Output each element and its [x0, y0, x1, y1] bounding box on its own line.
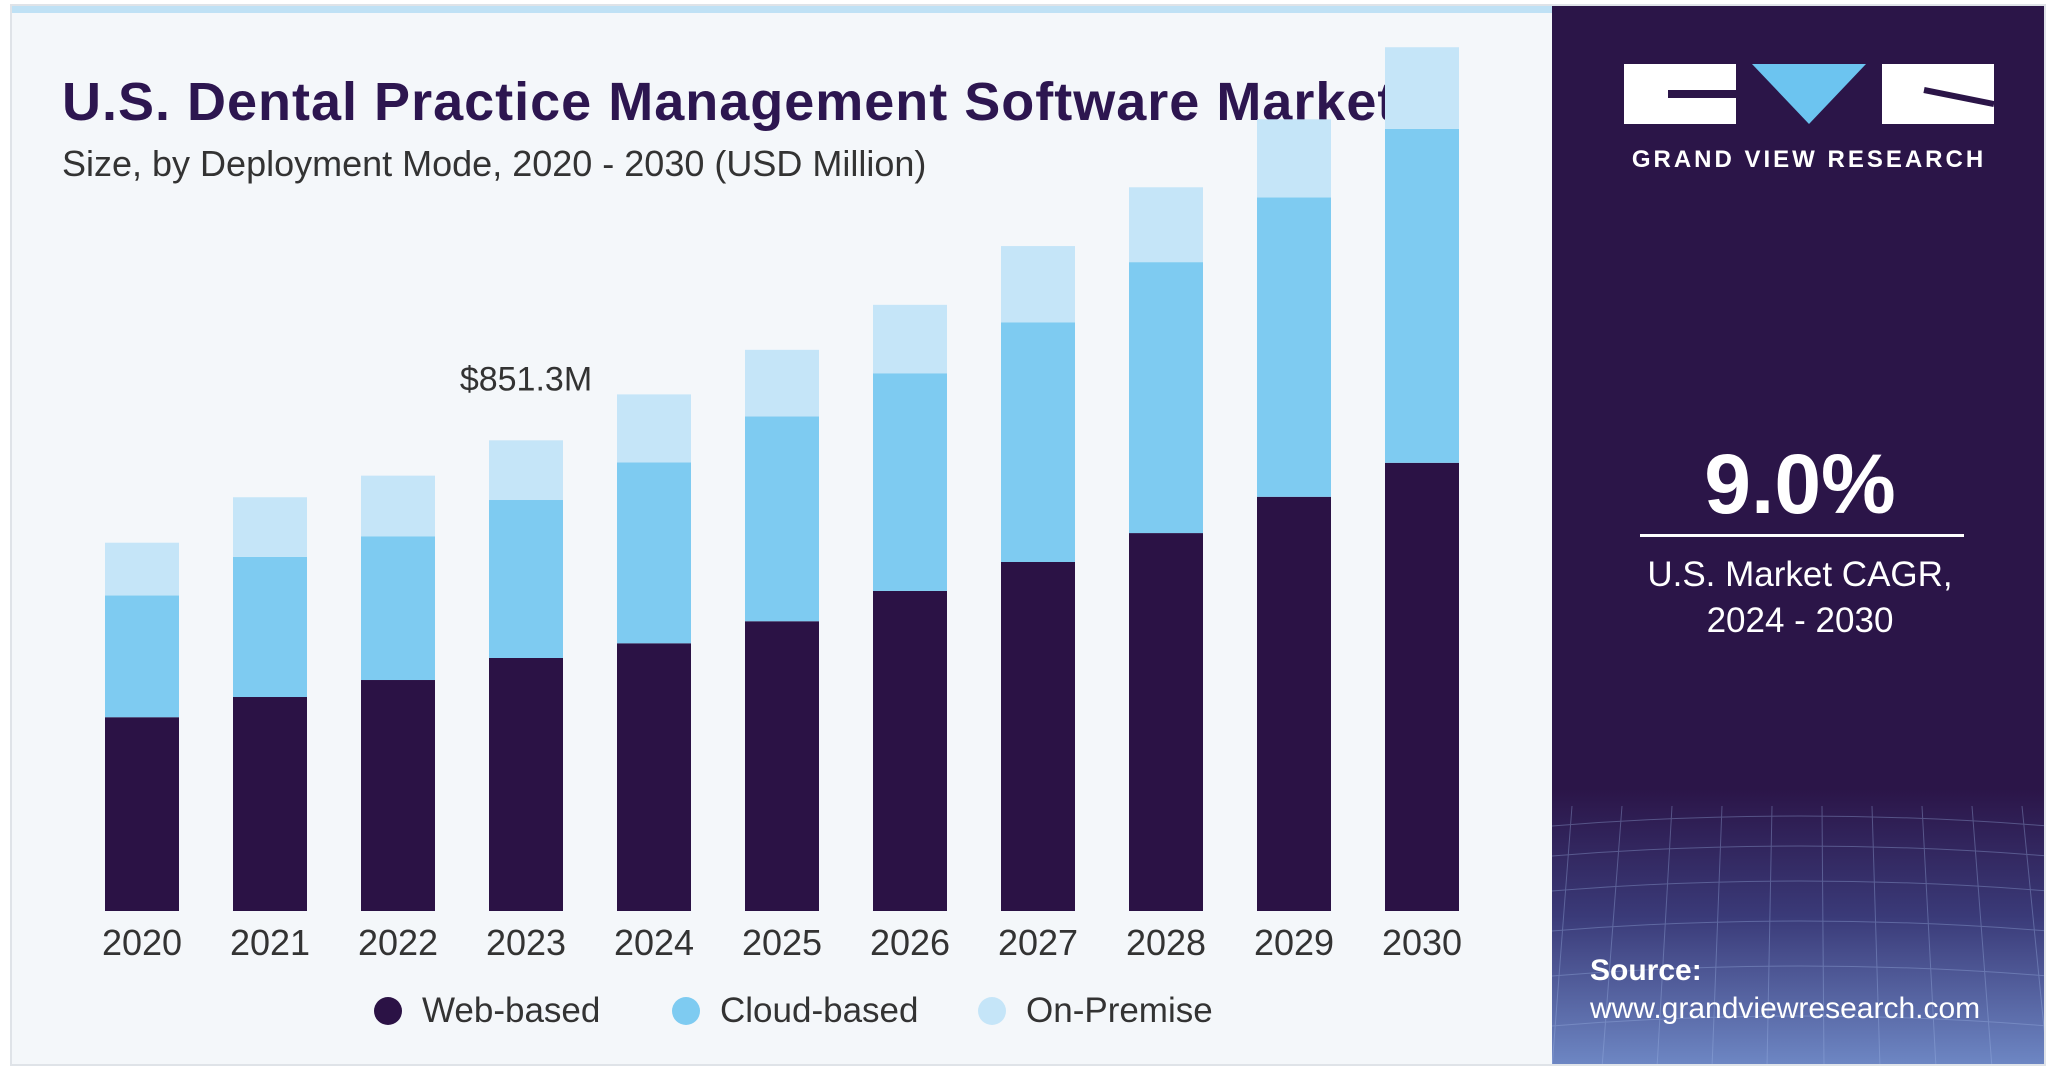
chart-title: U.S. Dental Practice Management Software…	[62, 72, 1397, 132]
bar-cloud-based-2022	[361, 536, 435, 681]
side-panel: GRAND VIEW RESEARCH 9.0% U.S. Market CAG…	[1552, 6, 2044, 1064]
cagr-label: U.S. Market CAGR, 2024 - 2030	[1552, 552, 2044, 644]
bar-on-premise-2030	[1385, 47, 1459, 129]
x-tick-label-2020: 2020	[102, 922, 182, 963]
bar-cloud-based-2028	[1129, 262, 1203, 534]
legend-swatch	[978, 997, 1006, 1025]
x-tick-label-2021: 2021	[230, 922, 310, 963]
bar-on-premise-2026	[873, 304, 947, 374]
bar-cloud-based-2029	[1257, 197, 1331, 497]
x-tick-label-2028: 2028	[1126, 922, 1206, 963]
stacked-bar-chart: 2020 2021 2022 2023 $851.3M 2024 2025 2026 2027 2…	[102, 47, 1462, 963]
x-tick-label-2025: 2025	[742, 922, 822, 963]
legend-swatch	[672, 997, 700, 1025]
bar-cloud-based-2023	[489, 500, 563, 658]
bar-web-based-2020	[105, 717, 179, 911]
bar-on-premise-2024	[617, 394, 691, 463]
x-tick-label-2027: 2027	[998, 922, 1078, 963]
bar-on-premise-2023	[489, 440, 563, 501]
bar-web-based-2027	[1001, 562, 1075, 911]
x-tick-label-2030: 2030	[1382, 922, 1462, 963]
bar-on-premise-2028	[1129, 187, 1203, 263]
legend-label: Web-based	[422, 991, 601, 1030]
chart-subtitle: Size, by Deployment Mode, 2020 - 2030 (U…	[62, 143, 927, 184]
bar-on-premise-2022	[361, 475, 435, 537]
bar-on-premise-2027	[1001, 246, 1075, 323]
bar-cloud-based-2024	[617, 462, 691, 644]
legend-item-web-based: Web-based	[374, 991, 600, 1031]
infographic-card: U.S. Dental Practice Management Software…	[10, 4, 2046, 1066]
x-tick-label-2024: 2024	[614, 922, 694, 963]
legend-item-cloud-based: Cloud-based	[672, 991, 918, 1031]
cagr-value: 9.0%	[1704, 437, 1896, 531]
bar-cloud-based-2030	[1385, 128, 1459, 463]
x-tick-label-2023: 2023	[486, 922, 566, 963]
source-label: Source:	[1590, 954, 1702, 987]
source-url[interactable]: www.grandviewresearch.com	[1590, 992, 1981, 1025]
bar-cloud-based-2020	[105, 595, 179, 718]
bar-web-based-2022	[361, 680, 435, 911]
cagr-divider	[1640, 534, 1964, 537]
bar-web-based-2024	[617, 643, 691, 911]
x-tick-label-2026: 2026	[870, 922, 950, 963]
legend-label: Cloud-based	[720, 991, 919, 1030]
logo-text: GRAND VIEW RESEARCH	[1631, 146, 1987, 173]
cagr-label-line-1: U.S. Market CAGR,	[1647, 555, 1953, 594]
bar-cloud-based-2025	[745, 416, 819, 622]
chart-panel: U.S. Dental Practice Management Software…	[12, 6, 1552, 1064]
x-tick-label-2022: 2022	[358, 922, 438, 963]
grid-pattern-decoration	[1552, 806, 2044, 1064]
bar-web-based-2028	[1129, 533, 1203, 911]
bar-on-premise-2020	[105, 542, 179, 596]
bar-web-based-2021	[233, 697, 307, 911]
bar-web-based-2029	[1257, 496, 1331, 911]
grand-view-research-logo	[1624, 64, 1994, 124]
bar-web-based-2030	[1385, 462, 1459, 911]
bar-cloud-based-2027	[1001, 322, 1075, 562]
cagr-label-line-2: 2024 - 2030	[1706, 601, 1894, 640]
legend-label: On-Premise	[1026, 991, 1213, 1030]
legend-swatch	[374, 997, 402, 1025]
data-label-2023: $851.3M	[460, 360, 592, 398]
bar-cloud-based-2021	[233, 556, 307, 698]
bar-on-premise-2025	[745, 349, 819, 417]
bar-cloud-based-2026	[873, 373, 947, 591]
bar-web-based-2023	[489, 657, 563, 911]
bar-on-premise-2029	[1257, 119, 1331, 198]
x-tick-label-2029: 2029	[1254, 922, 1334, 963]
legend-item-on-premise: On-Premise	[978, 991, 1213, 1031]
bar-web-based-2025	[745, 621, 819, 911]
bar-on-premise-2021	[233, 497, 307, 557]
chart-legend: Web-based Cloud-based On-Premise	[12, 991, 1552, 1041]
bar-web-based-2026	[873, 590, 947, 911]
